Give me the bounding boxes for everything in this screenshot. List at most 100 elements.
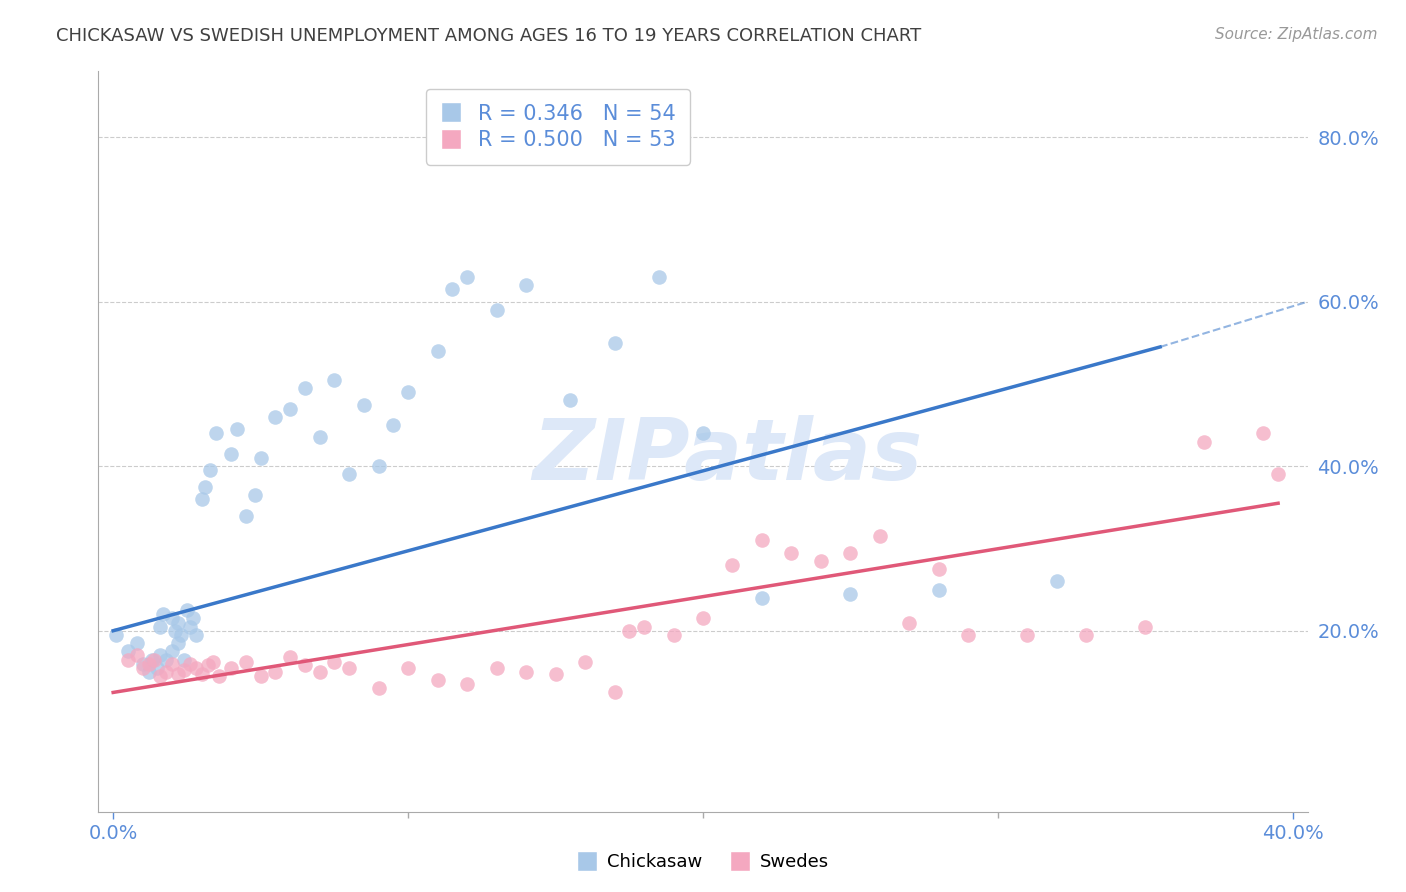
Point [170,628,193,642]
Point [125,648,148,663]
Point [648,270,671,285]
Point [226,422,249,436]
Point [692,611,714,625]
Point [125,636,148,650]
Point [294,658,316,673]
Text: Source: ZipAtlas.com: Source: ZipAtlas.com [1215,27,1378,42]
Point [167,615,190,630]
Point [485,302,508,317]
Point [337,661,360,675]
Point [396,661,419,675]
Point [243,488,266,502]
Point [485,661,508,675]
Point [143,652,166,666]
Point [146,661,169,675]
Point [190,666,212,681]
Point [117,644,139,658]
Point [633,619,655,633]
Point [515,665,537,679]
Point [839,587,862,601]
Point [176,603,198,617]
Point [219,661,242,675]
Point [1046,574,1069,589]
Point [441,282,464,296]
Point [323,373,346,387]
Point [1253,426,1275,441]
Point [426,673,449,687]
Point [131,661,153,675]
Point [249,669,271,683]
Point [131,657,153,671]
Point [780,546,803,560]
Point [141,652,163,666]
Point [294,381,316,395]
Point [1076,628,1098,642]
Point [155,652,177,666]
Point [179,619,201,633]
Point [149,619,172,633]
Point [1135,619,1157,633]
Point [662,628,685,642]
Point [278,650,301,665]
Point [264,665,287,679]
Point [928,562,950,576]
Point [515,278,537,293]
Point [810,554,832,568]
Point [205,426,228,441]
Text: CHICKASAW VS SWEDISH UNEMPLOYMENT AMONG AGES 16 TO 19 YEARS CORRELATION CHART: CHICKASAW VS SWEDISH UNEMPLOYMENT AMONG … [56,27,921,45]
Point [603,685,626,699]
Point [367,681,389,696]
Point [179,657,201,671]
Point [235,655,257,669]
Point [173,663,195,677]
Point [208,669,231,683]
Point [869,529,891,543]
Point [396,385,419,400]
Point [721,558,744,572]
Point [202,655,225,669]
Point [249,450,271,465]
Point [574,655,596,669]
Point [167,666,190,681]
Point [278,401,301,416]
Point [152,607,174,622]
Point [155,665,177,679]
Point [308,430,330,444]
Point [160,657,183,671]
Point [1194,434,1216,449]
Point [181,611,204,625]
Point [117,652,139,666]
Point [382,418,405,433]
Point [235,508,257,523]
Point [219,447,242,461]
Point [138,657,160,671]
Point [839,546,862,560]
Text: ZIPatlas: ZIPatlas [531,415,922,498]
Point [308,665,330,679]
Point [898,615,921,630]
Point [149,669,172,683]
Point [160,611,183,625]
Point [560,393,582,408]
Point [928,582,950,597]
Point [1017,628,1039,642]
Point [544,666,567,681]
Point [149,648,172,663]
Point [190,492,212,507]
Point [692,426,714,441]
Point [138,665,160,679]
Point [751,591,773,605]
Point [323,655,346,669]
Point [105,628,128,642]
Point [184,628,207,642]
Point [957,628,980,642]
Legend: R = 0.346   N = 54, R = 0.500   N = 53: R = 0.346 N = 54, R = 0.500 N = 53 [426,89,690,165]
Legend: Chickasaw, Swedes: Chickasaw, Swedes [569,847,837,879]
Point [264,409,287,424]
Point [197,658,219,673]
Point [337,467,360,482]
Point [367,459,389,474]
Point [426,344,449,359]
Point [165,624,187,638]
Point [194,480,217,494]
